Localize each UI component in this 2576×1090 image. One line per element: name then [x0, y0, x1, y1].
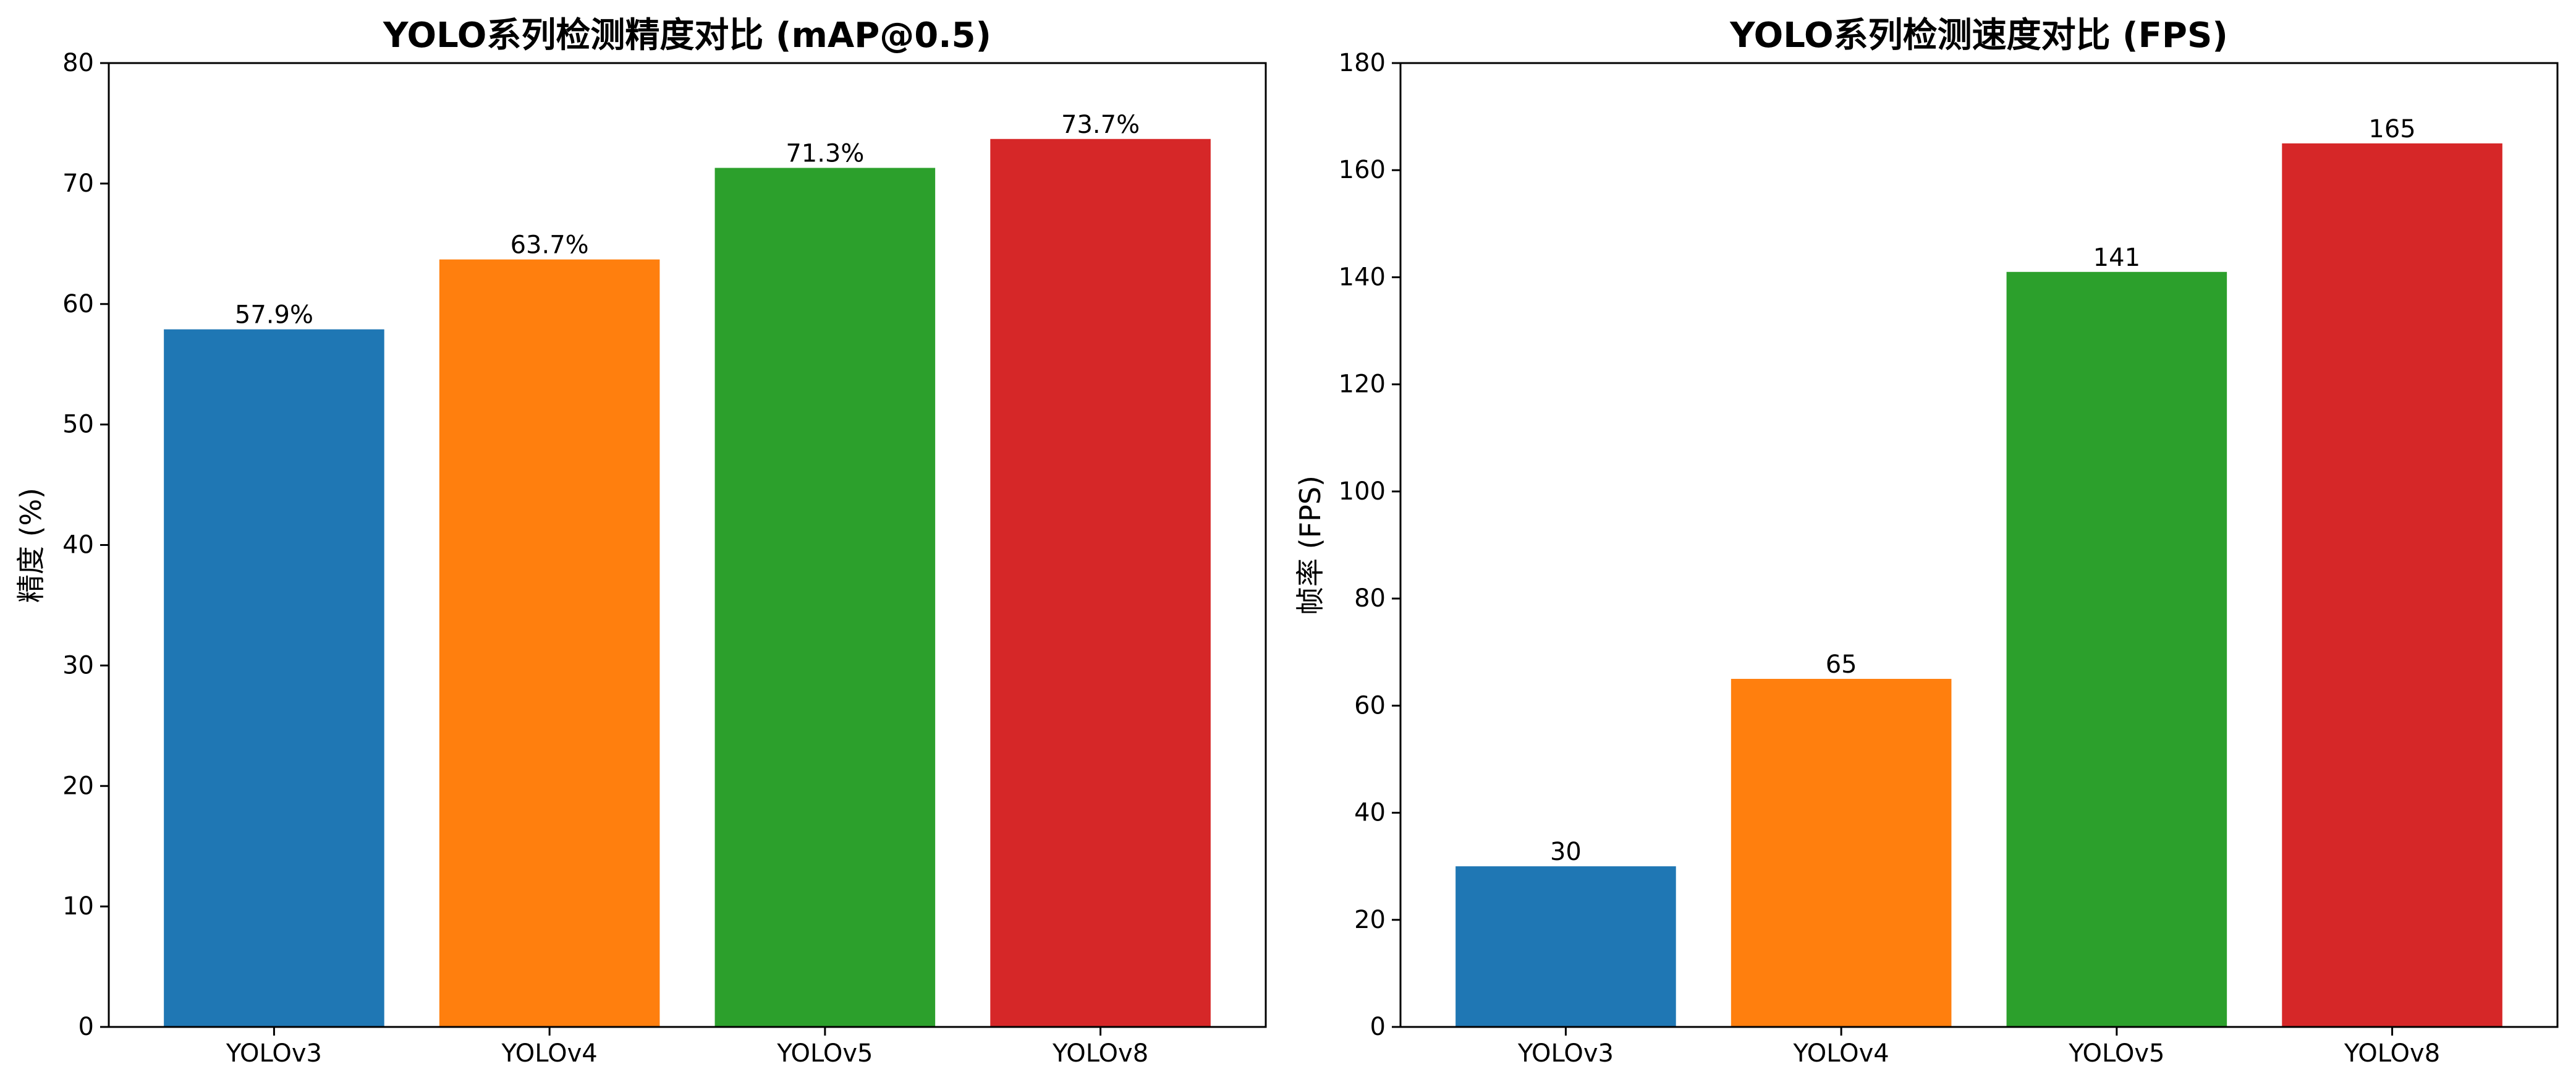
speed-chart-data-label-yolov4: 65	[1826, 650, 1857, 679]
accuracy-chart-y-tick-label: 20	[62, 772, 94, 800]
accuracy-chart-y-axis-label: 精度 (%)	[14, 488, 48, 603]
accuracy-chart-bar-yolov4	[439, 259, 660, 1027]
accuracy-chart-y-tick-label: 80	[62, 49, 94, 77]
accuracy-chart-bars	[164, 138, 1211, 1028]
accuracy-chart-data-label-yolov4: 63.7%	[511, 231, 589, 260]
accuracy-chart-y-tick-label: 0	[78, 1013, 94, 1041]
accuracy-chart-bar-yolov8	[990, 138, 1211, 1028]
accuracy-chart-x-tick-label-yolov5: YOLOv5	[776, 1039, 873, 1068]
speed-chart-title: YOLO系列检测速度对比 (FPS)	[1729, 15, 2228, 56]
speed-chart-y-axis-label: 帧率 (FPS)	[1294, 475, 1327, 615]
speed-chart: YOLO系列检测速度对比 (FPS) 帧率 (FPS) 0 20 40 60 80 100…	[1294, 15, 2559, 1068]
accuracy-chart-data-label-yolov3: 57.9%	[235, 301, 313, 330]
speed-chart-plot-frame	[1399, 62, 2559, 1028]
speed-chart-bar-yolov5	[2006, 271, 2227, 1027]
speed-chart-y-tick-label: 100	[1339, 477, 1386, 506]
accuracy-chart: YOLO系列检测精度对比 (mAP@0.5) 精度 (%) 0 10 20 30 40 5…	[14, 15, 1267, 1068]
speed-chart-bar-yolov8	[2282, 143, 2502, 1028]
speed-chart-y-tick-label: 80	[1354, 584, 1386, 613]
accuracy-chart-y-ticks: 0 10 20 30 40 50 60 70 80	[62, 49, 109, 1041]
speed-chart-x-tick-label-yolov4: YOLOv4	[1793, 1039, 1889, 1068]
speed-chart-y-tick-label: 60	[1354, 691, 1386, 720]
speed-chart-y-tick-label: 140	[1339, 263, 1386, 291]
accuracy-chart-data-label-yolov8: 73.7%	[1061, 111, 1140, 139]
speed-chart-x-tick-label-yolov3: YOLOv3	[1517, 1039, 1614, 1068]
speed-chart-y-tick-label: 180	[1339, 49, 1386, 77]
accuracy-chart-y-tick-label: 30	[62, 651, 94, 679]
accuracy-chart-bar-yolov5	[714, 168, 936, 1027]
accuracy-chart-data-labels: 57.9% 63.7% 71.3% 73.7%	[235, 111, 1140, 330]
accuracy-chart-x-tick-label-yolov8: YOLOv8	[1052, 1039, 1148, 1068]
accuracy-chart-y-tick-label: 50	[62, 411, 94, 439]
speed-chart-y-tick-label: 120	[1339, 370, 1386, 399]
speed-chart-bar-yolov4	[1731, 679, 1952, 1027]
speed-chart-y-tick-label: 40	[1354, 799, 1386, 827]
accuracy-chart-title: YOLO系列检测精度对比 (mAP@0.5)	[383, 15, 991, 56]
accuracy-chart-plot-frame	[108, 62, 1267, 1028]
accuracy-chart-y-tick-label: 70	[62, 169, 94, 198]
speed-chart-x-ticks: YOLOv3 YOLOv4 YOLOv5 YOLOv8	[1517, 1027, 2440, 1068]
accuracy-chart-y-tick-label: 60	[62, 290, 94, 318]
accuracy-chart-y-tick-label: 40	[62, 531, 94, 560]
speed-chart-y-tick-label: 160	[1339, 156, 1386, 184]
accuracy-chart-bar-yolov3	[164, 329, 384, 1027]
speed-chart-data-label-yolov5: 141	[2093, 244, 2140, 272]
speed-chart-y-tick-label: 0	[1370, 1013, 1386, 1041]
speed-chart-bars	[1455, 143, 2502, 1028]
speed-chart-data-label-yolov3: 30	[1550, 838, 1582, 866]
speed-chart-y-tick-label: 20	[1354, 906, 1386, 934]
accuracy-chart-x-tick-label-yolov4: YOLOv4	[501, 1039, 598, 1068]
accuracy-chart-y-tick-label: 10	[62, 892, 94, 921]
speed-chart-x-tick-label-yolov5: YOLOv5	[2068, 1039, 2164, 1068]
accuracy-chart-x-ticks: YOLOv3 YOLOv4 YOLOv5 YOLOv8	[226, 1027, 1148, 1068]
speed-chart-x-tick-label-yolov8: YOLOv8	[2344, 1039, 2440, 1068]
accuracy-chart-x-tick-label-yolov3: YOLOv3	[226, 1039, 322, 1068]
speed-chart-y-ticks: 0 20 40 60 80 100 120 140 160 180	[1339, 49, 1400, 1041]
accuracy-chart-data-label-yolov5: 71.3%	[786, 140, 864, 168]
speed-chart-data-label-yolov8: 165	[2368, 115, 2415, 143]
speed-chart-bar-yolov3	[1455, 866, 1676, 1027]
speed-chart-data-labels: 30 65 141 165	[1550, 115, 2416, 866]
